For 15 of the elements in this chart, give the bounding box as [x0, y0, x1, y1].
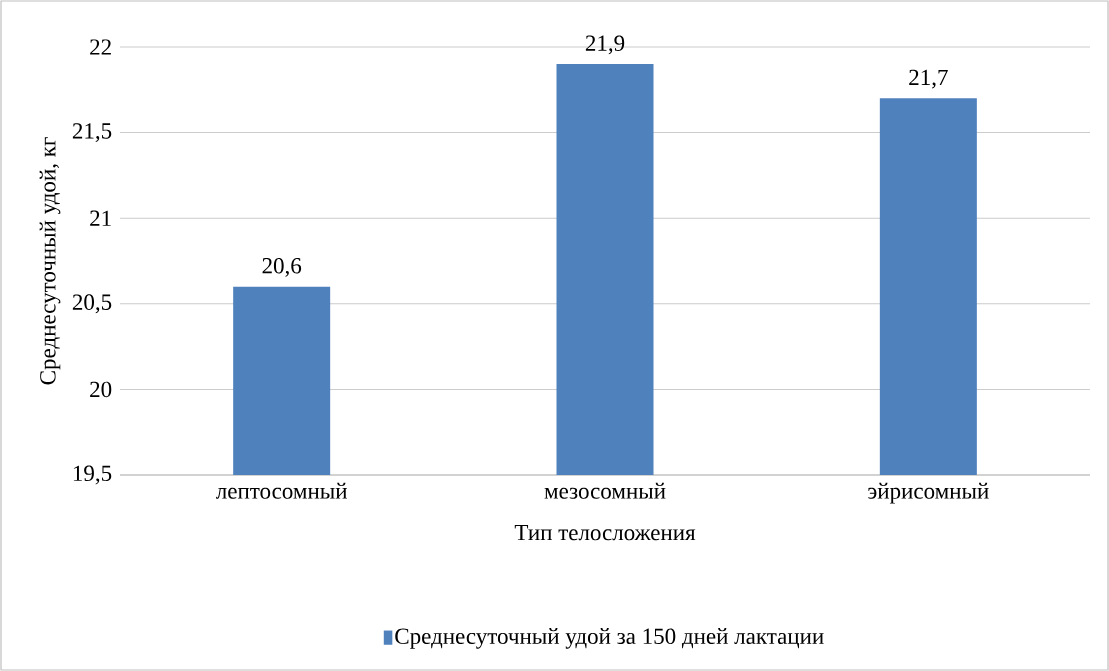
x-tick-label: лептосомный: [216, 482, 348, 499]
y-tick-label: 19,5: [73, 465, 112, 485]
data-label: 21,7: [909, 69, 948, 89]
x-axis-title: Тип телосложения: [514, 525, 696, 541]
x-tick-label: эйрисомный: [868, 482, 989, 504]
y-axis-title: Среднесуточный удой, кг: [39, 137, 61, 385]
y-tick-label: 20: [90, 381, 112, 398]
legend-label: Среднесуточный удой за 150 дней лактации: [395, 628, 824, 649]
data-label: 20,6: [262, 257, 302, 277]
x-tick-label: мезосомный: [544, 482, 666, 499]
y-tick-label: 21: [90, 210, 111, 226]
y-tick-label: 20,5: [72, 294, 112, 314]
data-label: 21,9: [585, 35, 625, 55]
y-tick-label: 21,5: [72, 123, 112, 142]
y-tick-label: 22: [90, 39, 111, 55]
